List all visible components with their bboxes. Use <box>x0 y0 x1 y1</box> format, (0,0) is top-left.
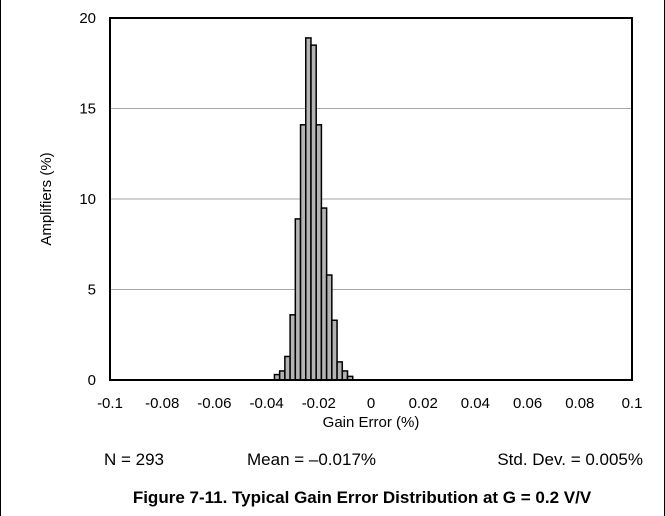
histogram-bar-6 <box>305 37 312 381</box>
grid-lines <box>110 108 632 290</box>
x-tick-label: 0.08 <box>565 395 594 412</box>
histogram-bar-8 <box>315 124 323 381</box>
y-tick-label: 15 <box>79 101 96 118</box>
histogram-bar-11 <box>331 319 338 381</box>
histogram-bar-13 <box>341 370 349 381</box>
x-tick-label: -0.08 <box>145 395 179 412</box>
stats-std-dev: Std. Dev. = 0.005% <box>497 450 643 469</box>
x-tick-label: -0.04 <box>249 395 283 412</box>
y-tick-label: 0 <box>88 372 96 389</box>
x-tick-label: -0.1 <box>97 395 123 412</box>
histogram-bar-12 <box>336 361 344 381</box>
y-tick-label: 10 <box>79 191 96 208</box>
x-tick-label: 0.02 <box>409 395 438 412</box>
plot-frame <box>109 17 633 381</box>
x-tick-label: 0.1 <box>622 395 643 412</box>
x-tick-label: 0.06 <box>513 395 542 412</box>
figure-caption: Figure 7-11. Typical Gain Error Distribu… <box>133 488 592 507</box>
stats-mean: Mean = –0.017% <box>247 450 376 469</box>
histogram-bar-10 <box>325 274 333 381</box>
histogram-bar-4 <box>294 218 302 381</box>
x-tick-label: 0.04 <box>461 395 490 412</box>
histogram-bar-2 <box>284 355 291 381</box>
histogram-bar-9 <box>320 207 328 381</box>
x-tick-label: 0 <box>367 395 375 412</box>
y-tick-label: 5 <box>88 282 96 299</box>
histogram-bar-3 <box>289 314 297 381</box>
y-axis-label: Amplifiers (%) <box>38 152 55 245</box>
histogram-bar-5 <box>299 124 307 381</box>
histogram-bar-7 <box>310 44 317 381</box>
tick-labels: -0.1 -0.08 -0.06 -0.04 -0.02 0 0.02 0.04 0.06 0.0… <box>79 10 642 412</box>
histogram-bars <box>273 37 354 381</box>
x-tick-label: -0.06 <box>197 395 231 412</box>
y-tick-label: 20 <box>79 10 96 27</box>
histogram-bar-1 <box>278 370 286 381</box>
stats-sample-count: N = 293 <box>104 450 164 469</box>
x-tick-label: -0.02 <box>302 395 336 412</box>
x-axis-label: Gain Error (%) <box>323 414 420 431</box>
